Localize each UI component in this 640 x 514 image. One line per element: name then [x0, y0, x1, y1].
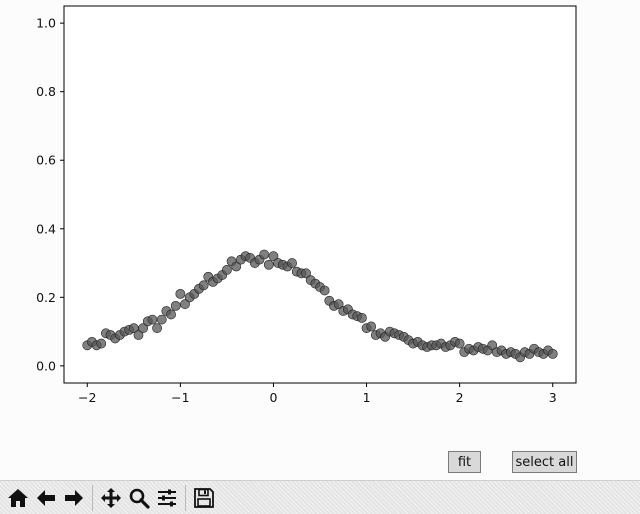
forward-arrow-icon: [65, 489, 83, 506]
toolbar-separator: [92, 484, 93, 511]
data-point[interactable]: [198, 280, 209, 291]
save-icon: [194, 487, 214, 508]
data-point[interactable]: [287, 258, 297, 268]
x-axis-ticks: −2 −1 0 1 2 3: [78, 383, 557, 405]
y-tick-label: 0.2: [36, 290, 56, 305]
home-button[interactable]: [4, 484, 32, 512]
data-point[interactable]: [222, 264, 232, 275]
configure-subplots-button[interactable]: [153, 484, 181, 512]
data-point[interactable]: [301, 268, 311, 279]
data-point[interactable]: [268, 251, 279, 262]
plot-area[interactable]: −2 −1 0 1 2 3 0.0 0.2 0.4 0.6 0.8 1.0: [0, 0, 640, 480]
data-point[interactable]: [547, 348, 558, 359]
select-all-button[interactable]: select all: [512, 451, 577, 473]
data-point[interactable]: [231, 261, 242, 272]
y-tick-label: 0.4: [36, 221, 56, 236]
y-tick-label: 0.0: [36, 358, 56, 373]
data-point[interactable]: [175, 288, 186, 299]
y-axis-ticks: 0.0 0.2 0.4 0.6 0.8 1.0: [36, 16, 64, 373]
figure-canvas[interactable]: −2 −1 0 1 2 3 0.0 0.2 0.4 0.6 0.8 1.0 fit select a…: [0, 0, 640, 480]
x-tick-label: 1: [363, 390, 371, 405]
data-point[interactable]: [356, 312, 367, 323]
y-tick-label: 0.8: [36, 84, 56, 99]
data-point[interactable]: [156, 314, 167, 325]
back-arrow-icon: [37, 489, 55, 506]
fit-button[interactable]: fit: [448, 451, 481, 473]
pan-button[interactable]: [97, 484, 125, 512]
pan-icon: [101, 487, 121, 508]
toolbar-separator: [185, 484, 186, 511]
forward-button[interactable]: [60, 484, 88, 512]
data-point[interactable]: [133, 330, 144, 340]
axes-frame: [63, 5, 577, 384]
save-button[interactable]: [190, 484, 218, 512]
data-point[interactable]: [96, 338, 107, 349]
x-tick-label: 2: [456, 390, 464, 405]
data-point[interactable]: [263, 259, 274, 270]
navigation-toolbar: [0, 480, 640, 514]
home-icon: [8, 488, 28, 507]
data-point[interactable]: [152, 323, 162, 334]
data-point[interactable]: [147, 314, 158, 325]
y-tick-label: 1.0: [36, 16, 56, 31]
data-point[interactable]: [166, 309, 176, 320]
data-point[interactable]: [366, 321, 377, 332]
x-tick-label: 0: [269, 390, 277, 405]
data-point[interactable]: [138, 323, 149, 334]
back-button[interactable]: [32, 484, 60, 512]
data-point[interactable]: [487, 340, 498, 351]
x-tick-label: −1: [171, 390, 189, 405]
data-point[interactable]: [319, 285, 330, 296]
data-point[interactable]: [454, 338, 465, 349]
zoom-button[interactable]: [125, 484, 153, 512]
data-point[interactable]: [259, 249, 270, 260]
data-point[interactable]: [180, 299, 190, 310]
zoom-icon: [129, 488, 150, 509]
configure-subplots-icon: [158, 489, 176, 506]
x-tick-label: −2: [78, 390, 96, 405]
x-tick-label: 3: [549, 390, 557, 405]
y-tick-label: 0.6: [36, 153, 56, 168]
data-point[interactable]: [170, 300, 181, 311]
scatter-points: [82, 249, 558, 363]
data-point[interactable]: [333, 299, 344, 310]
